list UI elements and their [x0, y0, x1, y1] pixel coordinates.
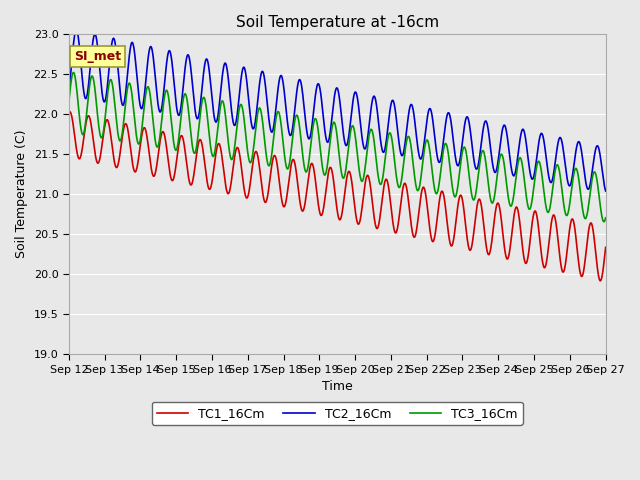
TC2_16Cm: [534, 149, 541, 155]
TC1_16Cm: [65, 110, 73, 116]
Legend: TC1_16Cm, TC2_16Cm, TC3_16Cm: TC1_16Cm, TC2_16Cm, TC3_16Cm: [152, 402, 523, 425]
TC3_16Cm: [126, 82, 134, 87]
TC2_16Cm: [158, 103, 166, 108]
TC3_16Cm: [600, 219, 607, 225]
TC3_16Cm: [602, 215, 609, 221]
X-axis label: Time: Time: [322, 380, 353, 393]
TC2_16Cm: [591, 148, 599, 154]
Line: TC2_16Cm: TC2_16Cm: [69, 30, 605, 191]
TC3_16Cm: [70, 70, 77, 75]
TC1_16Cm: [66, 109, 74, 115]
TC3_16Cm: [158, 114, 166, 120]
TC3_16Cm: [294, 115, 302, 121]
TC2_16Cm: [602, 188, 609, 194]
TC3_16Cm: [271, 124, 278, 130]
TC1_16Cm: [294, 184, 302, 190]
TC1_16Cm: [591, 245, 599, 251]
Title: Soil Temperature at -16cm: Soil Temperature at -16cm: [236, 15, 439, 30]
TC1_16Cm: [126, 144, 134, 149]
TC2_16Cm: [72, 27, 80, 33]
TC1_16Cm: [534, 216, 541, 222]
TC2_16Cm: [126, 46, 134, 52]
TC2_16Cm: [65, 87, 73, 93]
TC3_16Cm: [65, 99, 73, 105]
TC1_16Cm: [271, 153, 278, 158]
TC2_16Cm: [271, 115, 278, 121]
TC1_16Cm: [596, 278, 604, 284]
TC1_16Cm: [158, 130, 166, 135]
Y-axis label: Soil Temperature (C): Soil Temperature (C): [15, 130, 28, 258]
TC3_16Cm: [591, 170, 599, 176]
Line: TC3_16Cm: TC3_16Cm: [69, 72, 605, 222]
Line: TC1_16Cm: TC1_16Cm: [69, 112, 605, 281]
TC1_16Cm: [602, 244, 609, 250]
Text: SI_met: SI_met: [74, 50, 122, 63]
TC3_16Cm: [534, 160, 541, 166]
TC2_16Cm: [294, 80, 302, 86]
